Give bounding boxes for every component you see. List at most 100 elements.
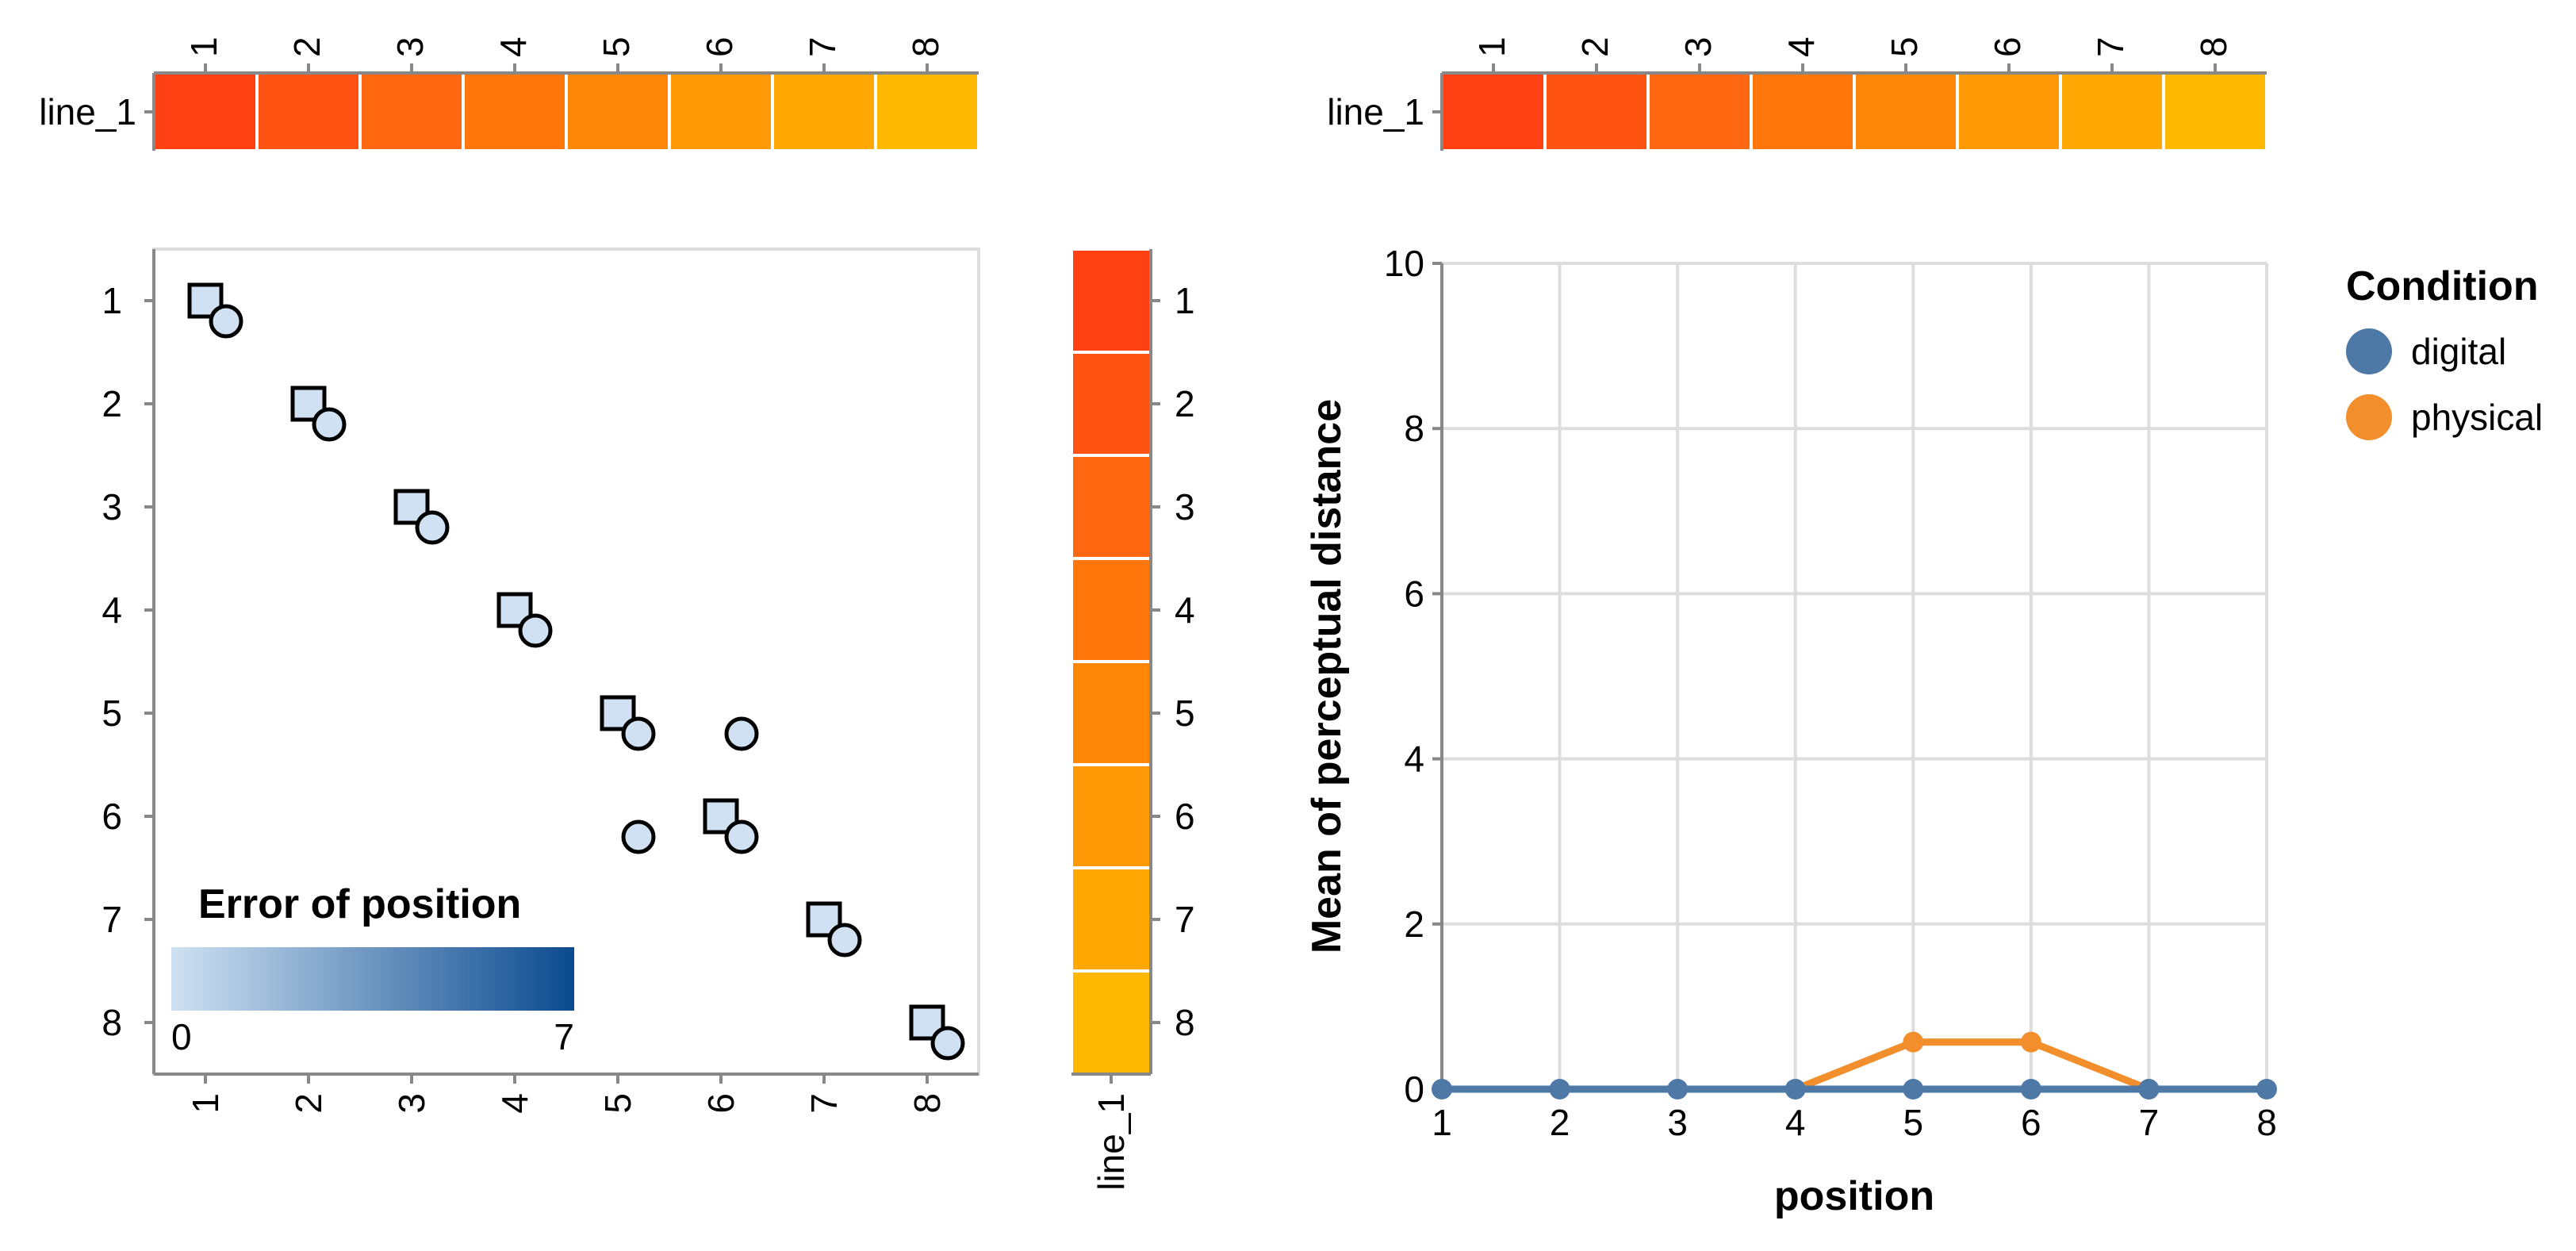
scatter-y-tick-label: 2 [102, 383, 122, 424]
right-top-cell [1750, 71, 1856, 152]
scatter-y-tick-label: 5 [102, 693, 122, 734]
error-legend-gradient-bar [171, 947, 574, 1011]
scatter-x-tick-label: 2 [288, 1093, 329, 1114]
right-top-cell [1543, 71, 1650, 152]
scatter-square-point [496, 592, 533, 628]
vertical-heatmap-cell [1070, 969, 1152, 1076]
vertical-heatmap-tick-label: 2 [1175, 383, 1195, 424]
scatter-x-tick-label: 4 [494, 1093, 535, 1114]
line-chart-x-tick-label: 5 [1903, 1102, 1923, 1143]
scatter-circle-point [518, 613, 553, 648]
line-chart-y-tick-label: 8 [1404, 408, 1424, 449]
condition-legend-swatch [2346, 394, 2392, 440]
line-point-digital [2020, 1079, 2041, 1099]
scatter-circle-point [724, 716, 759, 751]
vertical-heatmap-tick-label: 3 [1175, 486, 1195, 528]
line-point-digital [2256, 1079, 2277, 1099]
scatter-x-tick-label: 6 [700, 1093, 742, 1114]
right-top-cell [1853, 71, 1959, 152]
left-top-cell [462, 71, 568, 152]
left-top-tick-label: 2 [286, 36, 328, 57]
left-top-cell [255, 71, 362, 152]
vertical-heatmap-cell [1070, 248, 1152, 354]
condition-legend: Condition digital physical [2346, 263, 2543, 440]
scatter-y-tick-label: 3 [102, 486, 122, 528]
line-chart-y-tick-label: 2 [1404, 904, 1424, 945]
vertical-heatmap: 1 2 3 4 5 6 7 8 line_1 [1070, 248, 1195, 1191]
right-top-tick-label: 1 [1471, 36, 1512, 57]
error-legend: Error of position 0 7 [171, 881, 574, 1057]
left-top-tick-label: 7 [802, 36, 843, 57]
line-point-physical [2020, 1031, 2041, 1053]
left-top-row-label: line_1 [39, 91, 136, 132]
scatter-circle-point [312, 407, 347, 442]
error-legend-max-label: 7 [554, 1016, 574, 1057]
left-top-tick-label: 6 [699, 36, 740, 57]
left-top-tick-label: 5 [596, 36, 637, 57]
line-chart-x-tick-label: 2 [1550, 1102, 1570, 1143]
line-chart-x-tick-label: 6 [2021, 1102, 2041, 1143]
left-top-tick-label: 3 [389, 36, 431, 57]
right-top-tick-label: 7 [2090, 36, 2131, 57]
right-top-row-label: line_1 [1327, 91, 1424, 132]
line-chart-x-tick-label: 7 [2139, 1102, 2160, 1143]
vertical-heatmap-cell [1070, 763, 1152, 869]
scatter-chart: 1 2 3 4 5 6 7 8 1 2 3 4 5 6 7 8 [102, 248, 980, 1114]
scatter-y-tick-label: 8 [102, 1002, 122, 1043]
vertical-heatmap-tick-label: 8 [1175, 1002, 1195, 1043]
scatter-circle-point [621, 716, 656, 751]
scatter-x-tick-label: 5 [597, 1093, 638, 1114]
scatter-x-tick-label: 3 [391, 1093, 432, 1114]
line-chart-y-tick-label: 4 [1404, 739, 1424, 780]
scatter-x-tick-label: 8 [907, 1093, 948, 1114]
right-top-tick-label: 2 [1574, 36, 1616, 57]
condition-legend-label: physical [2411, 397, 2543, 438]
vertical-heatmap-col-label: line_1 [1091, 1093, 1132, 1191]
line-chart-x-tick-label: 4 [1785, 1102, 1806, 1143]
vertical-heatmap-tick-label: 4 [1175, 589, 1195, 631]
scatter-y-tick-label: 1 [102, 280, 122, 321]
right-top-cell [2162, 71, 2268, 152]
scatter-square-point [393, 489, 430, 525]
vertical-heatmap-cell [1070, 351, 1152, 457]
left-top-tick-label: 8 [905, 36, 946, 57]
scatter-y-tick-label: 6 [102, 796, 122, 837]
vertical-heatmap-cell [1070, 557, 1152, 663]
vertical-heatmap-tick-label: 6 [1175, 796, 1195, 837]
line-point-digital [1784, 1079, 1806, 1099]
right-top-cell [1956, 71, 2062, 152]
condition-legend-swatch [2346, 328, 2392, 374]
left-top-cell [668, 71, 774, 152]
line-chart-x-axis-title: position [1774, 1173, 1934, 1219]
right-top-cell [1646, 71, 1753, 152]
line-chart-y-tick-label: 6 [1404, 573, 1424, 614]
line-point-digital [1667, 1079, 1689, 1099]
line-point-digital [2138, 1079, 2160, 1099]
line-point-digital [1432, 1079, 1452, 1099]
condition-legend-label: digital [2411, 331, 2506, 372]
left-top-tick-label: 4 [493, 36, 534, 57]
error-legend-min-label: 0 [171, 1016, 192, 1057]
scatter-circle-point [930, 1026, 965, 1061]
scatter-x-tick-label: 1 [185, 1093, 226, 1114]
left-top-cell [771, 71, 877, 152]
vertical-heatmap-cell [1070, 866, 1152, 973]
scatter-y-tick-label: 4 [102, 589, 122, 631]
left-top-cell [565, 71, 671, 152]
vertical-heatmap-tick-label: 1 [1175, 280, 1195, 321]
right-top-tick-label: 6 [1987, 36, 2028, 57]
vertical-heatmap-tick-label: 5 [1175, 693, 1195, 734]
line-chart-x-tick-label: 1 [1432, 1102, 1452, 1143]
scatter-circle-point [621, 819, 656, 854]
line-chart-x-tick-label: 3 [1667, 1102, 1688, 1143]
line-series-physical [1794, 1038, 2151, 1093]
vertical-heatmap-cell [1070, 660, 1152, 766]
right-top-cell [1440, 71, 1547, 152]
line-chart-y-tick-label: 0 [1404, 1069, 1424, 1110]
left-top-heatmap: 1 2 3 4 5 6 7 8 line_1 [39, 36, 980, 152]
left-top-tick-label: 1 [183, 36, 224, 57]
left-top-cell [152, 71, 259, 152]
